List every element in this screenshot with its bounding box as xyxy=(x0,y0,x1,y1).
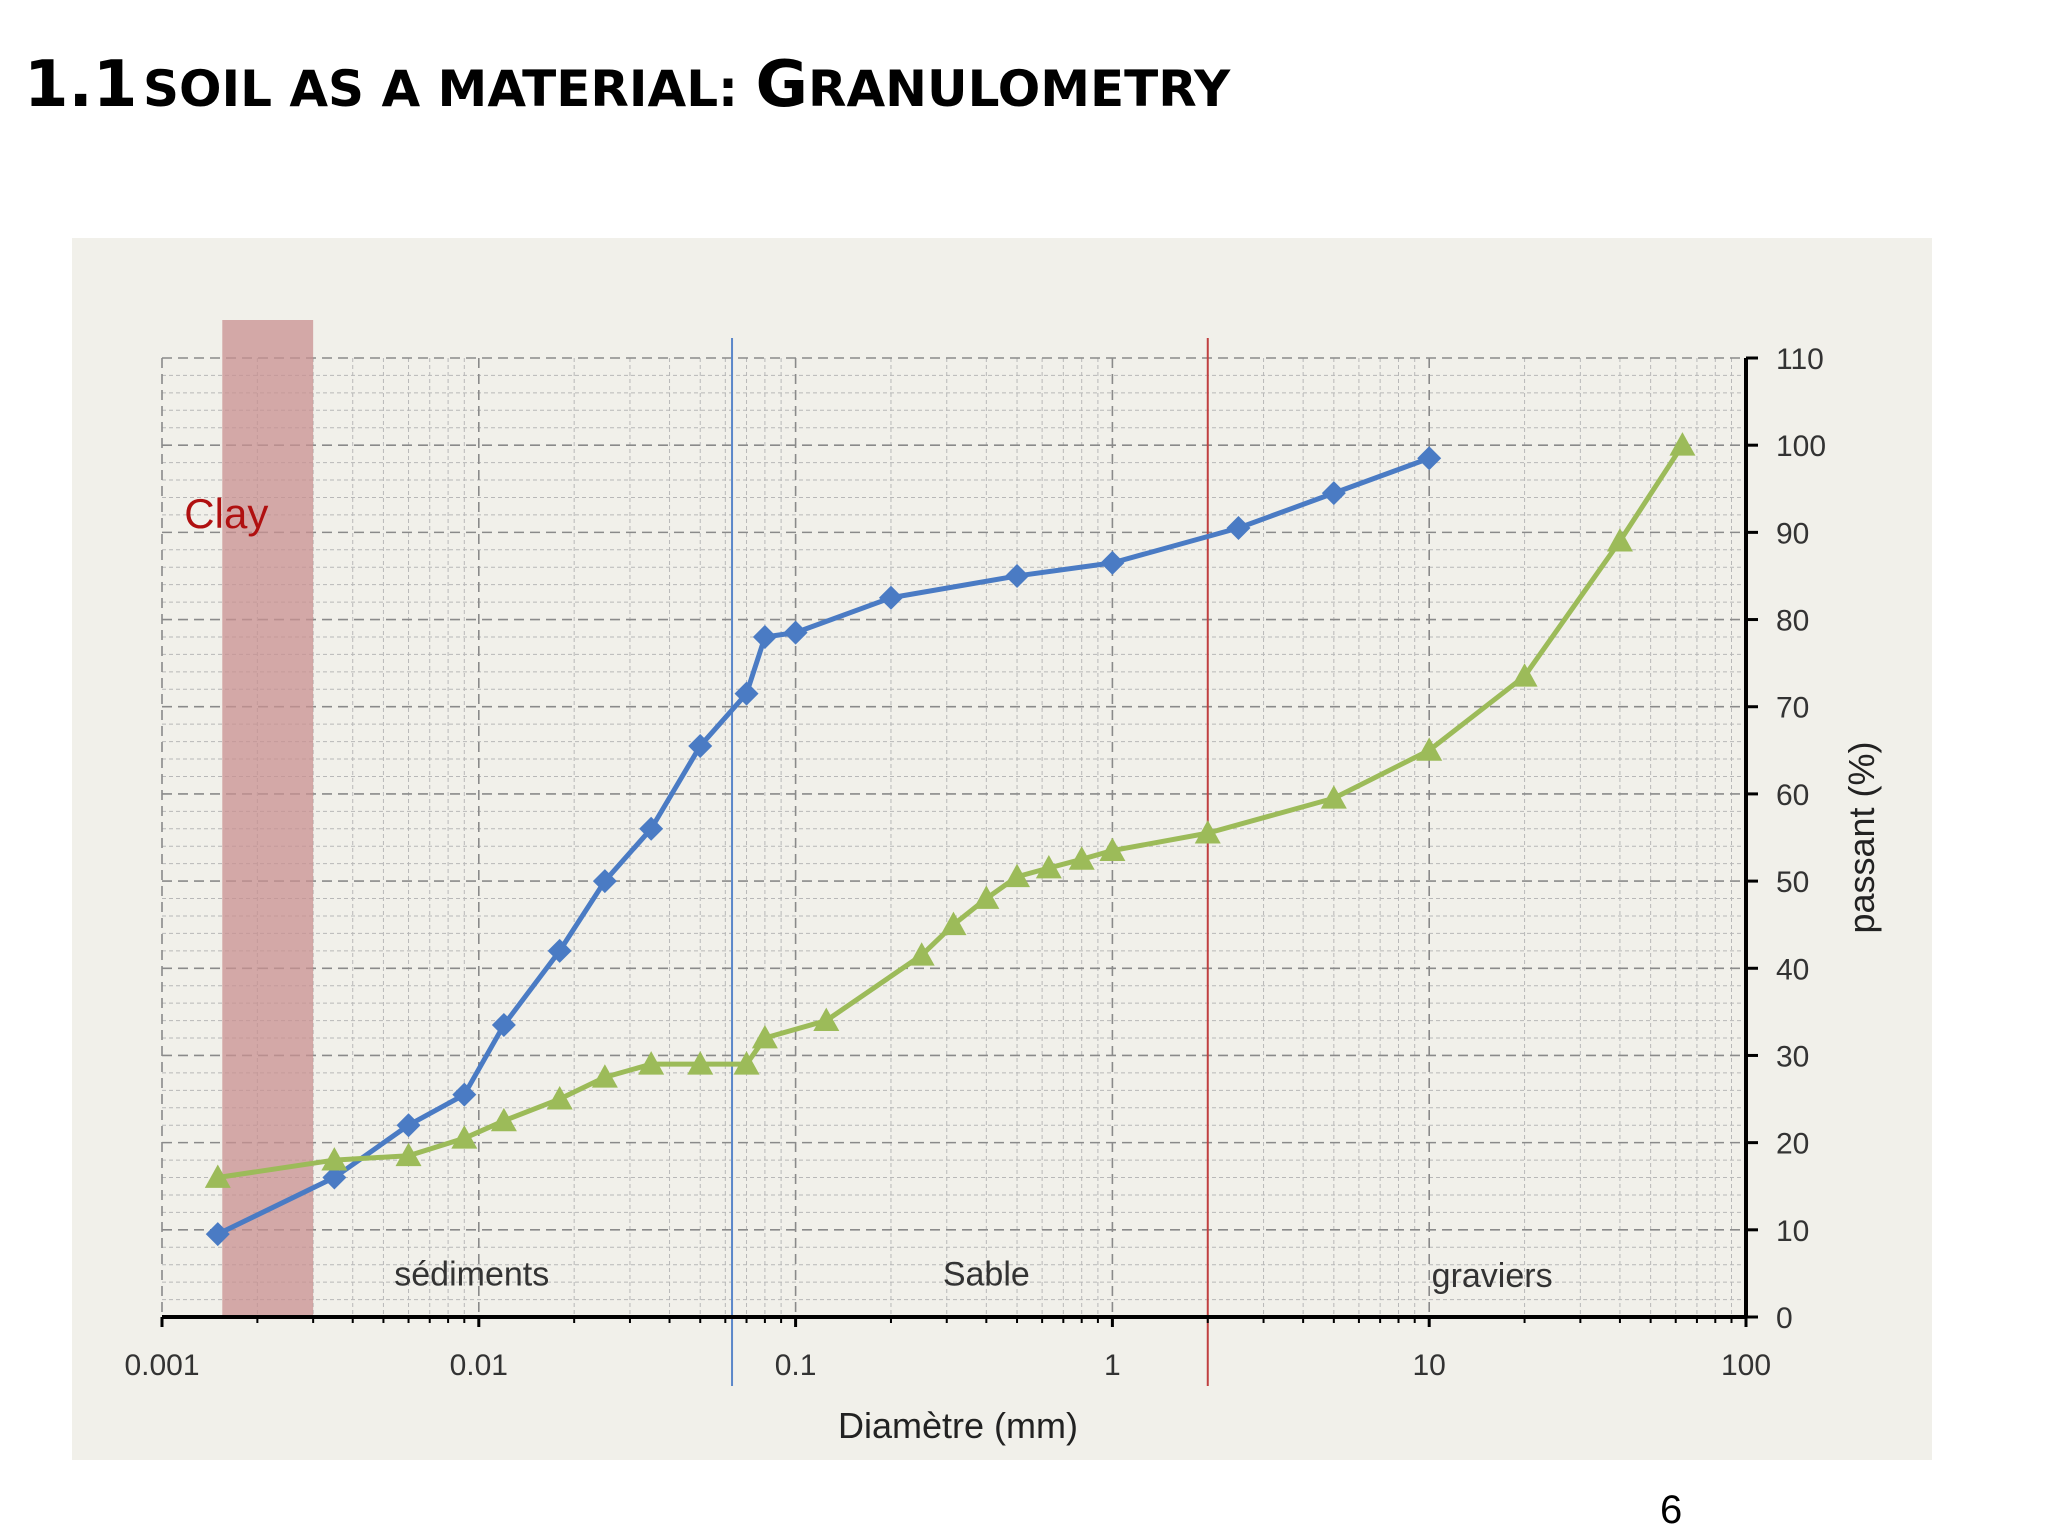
title-rest: RANULOMETRY xyxy=(807,60,1231,118)
data-point-green xyxy=(1099,837,1126,861)
y-tick-label: 70 xyxy=(1776,692,1809,725)
title-part1: SOIL AS A MATERIAL: xyxy=(142,60,756,118)
title-cap: G xyxy=(755,48,808,122)
data-point-blue xyxy=(322,1165,347,1190)
x-tick-label: 0.01 xyxy=(450,1349,508,1382)
data-point-green xyxy=(204,1164,231,1188)
y-tick-label: 60 xyxy=(1776,779,1809,812)
series-line-blue xyxy=(216,455,1431,1237)
data-point-blue xyxy=(878,585,903,610)
data-point-blue xyxy=(592,869,617,894)
data-point-green xyxy=(395,1142,422,1167)
data-point-blue xyxy=(752,624,777,649)
data-point-blue xyxy=(783,620,808,645)
data-point-green xyxy=(1194,820,1221,844)
data-point-green xyxy=(751,1025,778,1049)
major-grid xyxy=(161,357,1747,1318)
y-tick-label: 90 xyxy=(1776,517,1809,550)
title-number: 1.1 xyxy=(24,48,138,122)
y-tick-label: 0 xyxy=(1776,1302,1793,1335)
data-point-blue xyxy=(452,1082,477,1107)
y-tick-label: 30 xyxy=(1776,1040,1809,1073)
clay-label: Clay xyxy=(184,490,268,537)
data-point-blue xyxy=(639,816,664,841)
data-point-green xyxy=(687,1051,714,1075)
x-tick-label: 100 xyxy=(1721,1349,1771,1382)
y-tick-label: 110 xyxy=(1776,343,1824,376)
chart-panel: Clay 0.001 0.01 0.1 1 10 100 0 10 20 30 40 50 60 70 80 9… xyxy=(72,238,1932,1460)
data-point-blue xyxy=(688,733,713,758)
y-tick-label: 20 xyxy=(1776,1128,1809,1161)
zone-label: graviers xyxy=(1432,1257,1553,1295)
data-point-green xyxy=(1035,855,1062,879)
data-point-blue xyxy=(1321,481,1346,506)
data-point-blue xyxy=(1100,550,1125,575)
y-tick-label: 100 xyxy=(1776,430,1826,463)
data-point-green xyxy=(973,885,1000,909)
y-tick-label: 80 xyxy=(1776,605,1809,638)
series-blue xyxy=(205,446,1442,1247)
data-point-green xyxy=(940,911,967,936)
clay-band xyxy=(222,320,314,1318)
data-point-blue xyxy=(1417,446,1442,471)
data-point-green xyxy=(546,1086,573,1110)
x-tick-label: 0.001 xyxy=(124,1349,199,1382)
data-point-green xyxy=(1669,432,1696,456)
data-point-blue xyxy=(205,1222,230,1247)
data-point-blue xyxy=(1005,563,1030,588)
x-tick-label: 10 xyxy=(1413,1349,1446,1382)
data-point-green xyxy=(1416,737,1443,761)
data-point-green xyxy=(1004,863,1031,888)
y-axis-title: passant (%) xyxy=(1841,741,1882,933)
data-point-green xyxy=(451,1125,478,1149)
zone-label: sédiments xyxy=(394,1255,549,1293)
x-tick-label: 1 xyxy=(1104,1349,1121,1382)
series-green xyxy=(204,432,1696,1188)
data-point-blue xyxy=(1226,516,1251,541)
minor-grid xyxy=(162,358,1746,1317)
y-tick-label: 10 xyxy=(1776,1215,1809,1248)
data-point-green xyxy=(1606,528,1633,552)
data-point-blue xyxy=(734,681,759,706)
data-point-green xyxy=(908,942,935,966)
data-point-green xyxy=(638,1051,665,1075)
data-point-green xyxy=(1068,846,1095,870)
data-point-blue xyxy=(396,1113,421,1138)
x-axis-title: Diamètre (mm) xyxy=(838,1405,1078,1446)
data-point-green xyxy=(1511,663,1538,687)
data-point-green xyxy=(733,1051,760,1075)
y-tick-label: 40 xyxy=(1776,953,1809,986)
data-point-green xyxy=(1320,785,1347,809)
zone-label: Sable xyxy=(943,1255,1030,1293)
y-tick-label: 50 xyxy=(1776,866,1809,899)
data-point-green xyxy=(490,1107,517,1132)
data-point-green xyxy=(591,1064,618,1088)
slide-title: 1.1 SOIL AS A MATERIAL: GRANULOMETRY xyxy=(24,48,1230,122)
x-tick-label: 0.1 xyxy=(775,1349,817,1382)
data-point-blue xyxy=(547,938,572,963)
page-number: 6 xyxy=(1660,1488,1683,1532)
data-point-green xyxy=(321,1147,348,1171)
data-point-blue xyxy=(491,1012,516,1037)
data-point-green xyxy=(813,1007,840,1031)
